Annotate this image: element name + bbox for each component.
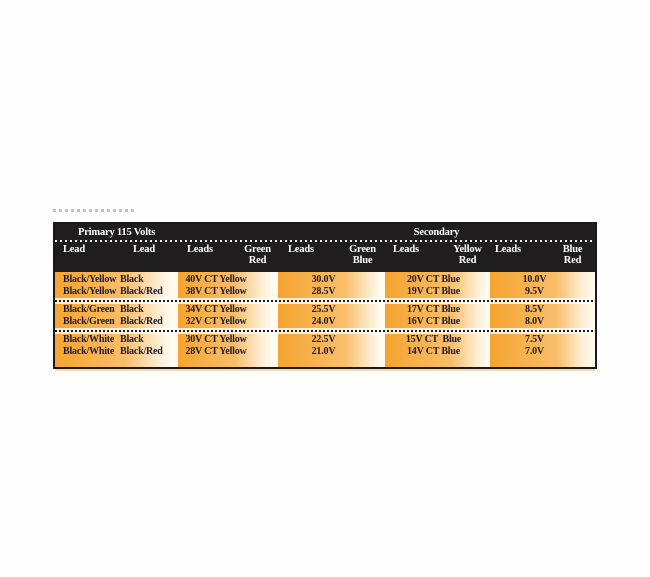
table-header: Primary 115 Volts Secondary Lead Lead Le… [55,224,595,272]
col-header-green-blue: Green Blue [340,244,385,272]
cell-green-red-leads: 28V CT Yellow [185,346,247,357]
cell-blue-red-leads: 7.0V [525,346,544,357]
cell-blue-red-leads: 10.0V [522,274,547,285]
cell-primary-lead-1: Black/White [63,346,115,357]
column-header-row: Lead Lead Leads Green Red Leads Green Blue… [55,242,595,272]
group-separator [55,298,595,304]
cell-primary-lead-2: Black [120,304,144,315]
col-header-blue-red-line1: Blue [562,244,583,255]
cell-green-red-leads: 38V CT Yellow [185,286,247,297]
col-header-leads-2: Leads [288,244,314,255]
section-title-row: Primary 115 Volts Secondary [55,224,595,240]
cell-yellow-red-leads: 14V CT Blue [406,346,460,357]
col-header-green-blue-line1: Green [349,244,376,255]
cell-yellow-red-leads: 16V CT Blue [406,316,460,327]
cell-green-blue-leads: 21.0V [311,346,336,357]
cell-primary-lead-2: Black/Red [120,286,163,297]
cell-blue-red-leads: 9.5V [525,286,544,297]
col-header-green-red-line1: Green [244,244,271,255]
table-row: Black/Yellow Black/Red 38V CT Yellow 28.… [55,286,595,298]
cell-primary-lead-1: Black/Green [63,304,115,315]
cell-primary-lead-2: Black/Red [120,346,163,357]
header-dotted-divider [55,240,595,242]
col-header-yellow-red: Yellow Red [445,244,490,272]
cell-yellow-red-leads: 17V CT Blue [406,304,460,315]
col-header-yellow-red-line2: Red [458,255,477,266]
col-header-lead-1: Lead [63,244,85,255]
cell-green-blue-leads: 28.5V [311,286,336,297]
col-header-green-blue-line2: Blue [352,255,373,266]
cell-green-red-leads: 30V CT Yellow [185,334,247,345]
table-row: Black/Green Black/Red 32V CT Yellow 24.0… [55,316,595,328]
cell-blue-red-leads: 8.0V [525,316,544,327]
cell-primary-lead-1: Black/White [63,334,115,345]
cell-primary-lead-1: Black/Yellow [63,274,117,285]
col-header-blue-red: Blue Red [550,244,595,272]
cell-green-blue-leads: 30.0V [311,274,336,285]
cell-green-red-leads: 40V CT Yellow [185,274,247,285]
cell-primary-lead-2: Black [120,334,144,345]
transformer-spec-table: Primary 115 Volts Secondary Lead Lead Le… [53,222,597,369]
cell-primary-lead-1: Black/Green [63,316,115,327]
cell-yellow-red-leads: 15V CT Blue [405,334,462,345]
cell-yellow-red-leads: 20V CT Blue [406,274,460,285]
cell-green-red-leads: 34V CT Yellow [185,304,247,315]
cell-green-blue-leads: 22.5V [311,334,336,345]
col-header-blue-red-line2: Red [563,255,582,266]
primary-section-title: Primary 115 Volts [78,227,156,238]
col-header-leads-1: Leads [187,244,213,255]
table-row: Black/Green Black 34V CT Yellow 25.5V 17… [55,304,595,316]
cell-primary-lead-2: Black [120,274,144,285]
cell-primary-lead-2: Black/Red [120,316,163,327]
cell-yellow-red-leads: 19V CT Blue [406,286,460,297]
group-separator [55,328,595,334]
col-header-leads-4: Leads [495,244,521,255]
cell-blue-red-leads: 7.5V [525,334,544,345]
stray-dotted-fragment [53,209,137,212]
cell-green-blue-leads: 25.5V [311,304,336,315]
col-header-green-red: Green Red [233,244,278,272]
col-header-leads-3: Leads [393,244,419,255]
cell-green-red-leads: 32V CT Yellow [185,316,247,327]
cell-primary-lead-1: Black/Yellow [63,286,117,297]
col-header-green-red-line2: Red [248,255,267,266]
secondary-section-title: Secondary [413,227,460,238]
table-bottom-shadow [55,369,595,371]
col-header-lead-2: Lead [133,244,155,255]
table-row: Black/White Black/Red 28V CT Yellow 21.0… [55,346,595,358]
table-body: Black/Yellow Black 40V CT Yellow 30.0V 2… [55,272,595,367]
table-row: Black/White Black 30V CT Yellow 22.5V 15… [55,334,595,346]
cell-blue-red-leads: 8.5V [525,304,544,315]
col-header-yellow-red-line1: Yellow [453,244,482,255]
table-row: Black/Yellow Black 40V CT Yellow 30.0V 2… [55,274,595,286]
cell-green-blue-leads: 24.0V [311,316,336,327]
